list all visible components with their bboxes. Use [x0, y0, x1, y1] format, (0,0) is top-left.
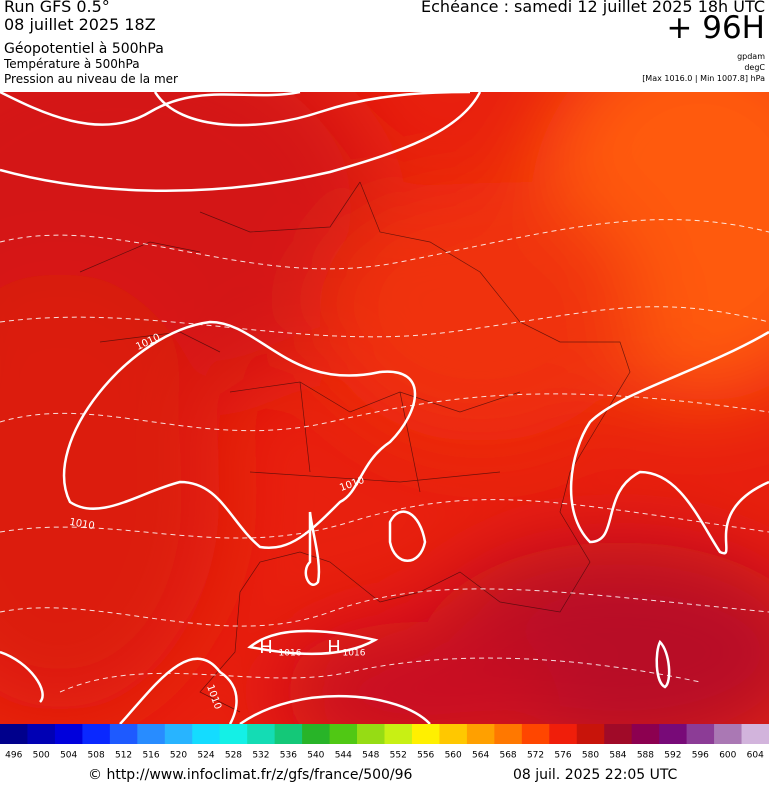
echeance: Echéance : samedi 12 juillet 2025 18h UT… [421, 0, 765, 16]
colorbar-label: 596 [692, 751, 709, 761]
lead-time: + 96H [666, 10, 765, 46]
colorbar-swatch [0, 724, 28, 744]
colorbar-label: 496 [5, 751, 22, 761]
colorbar-label: 576 [554, 751, 571, 761]
colorbar-label: 604 [747, 751, 764, 761]
colorbar-label: 560 [445, 751, 462, 761]
temperature-field [0, 92, 769, 724]
temperature-isolines [0, 219, 769, 693]
contour-label: 1016 [279, 649, 302, 659]
colorbar-swatch [302, 724, 331, 744]
colorbar-swatch [357, 724, 385, 744]
contour-label: H [327, 637, 341, 658]
colorbar-label: 524 [197, 751, 214, 761]
colorbar-swatch [82, 724, 111, 744]
colorbar-swatch [54, 724, 83, 744]
colorbar-label: 504 [60, 751, 77, 761]
colorbar-swatch [247, 724, 276, 744]
colorbar-swatch [659, 724, 688, 744]
colorbar-label: 528 [225, 751, 242, 761]
borders [79, 181, 631, 713]
colorbar-label: 512 [115, 751, 132, 761]
colorbar-label: 536 [280, 751, 297, 761]
colorbar-label: 580 [582, 751, 599, 761]
timestamp: 08 juil. 2025 22:05 UTC [513, 767, 678, 783]
colorbar-swatch [714, 724, 743, 744]
contour-label: 1016 [343, 649, 366, 659]
colorbar-label: 548 [362, 751, 379, 761]
colorbar-label: 544 [335, 751, 352, 761]
colorbar-swatch [137, 724, 166, 744]
colorbar-swatch [192, 724, 221, 744]
colorbar-label: 552 [390, 751, 407, 761]
colorbar-label: 508 [88, 751, 105, 761]
colorbar-swatch [274, 724, 303, 744]
colorbar-label: 568 [499, 751, 516, 761]
colorbar-label: 540 [307, 751, 324, 761]
colorbar-swatch [494, 724, 523, 744]
colorbar-swatch [604, 724, 633, 744]
colorbar: 496 500 504 508 512 516 520 524 528 532 536 540 544 5… [0, 724, 769, 761]
colorbar-swatch [521, 724, 550, 744]
colorbar-label: 572 [527, 751, 544, 761]
colorbar-swatch [329, 724, 358, 744]
contour-label: H [259, 637, 273, 658]
pressure-range: [Max 1016.0 | Min 1007.8] hPa [642, 74, 765, 83]
colorbar-swatch [576, 724, 605, 744]
colorbar-swatch [741, 724, 769, 744]
colorbar-label: 588 [637, 751, 654, 761]
unit: gpdam [737, 52, 765, 61]
colorbar-swatch [411, 724, 440, 744]
colorbar-label: 584 [609, 751, 626, 761]
colorbar-label: 600 [719, 751, 736, 761]
colorbar-swatch [686, 724, 715, 744]
colorbar-label: 592 [664, 751, 681, 761]
field: Température à 500hPa [4, 57, 140, 71]
colorbar-swatch [164, 724, 193, 744]
run: Run GFS 0.5° [4, 0, 110, 16]
source-url: © http://www.infoclimat.fr/z/gfs/france/… [88, 767, 413, 783]
field: Géopotentiel à 500hPa [4, 41, 164, 57]
colorbar-label: 556 [417, 751, 434, 761]
colorbar-label: 520 [170, 751, 187, 761]
pressure-isobars [0, 92, 769, 724]
run-date: 08 juillet 2025 18Z [4, 15, 156, 34]
colorbar-label: 564 [472, 751, 489, 761]
colorbar-label: 532 [252, 751, 269, 761]
contour-label: 1010 [68, 517, 95, 532]
colorbar-swatch [439, 724, 468, 744]
colorbar-swatch [27, 724, 56, 744]
colorbar-swatch [631, 724, 660, 744]
colorbar-swatch [219, 724, 248, 744]
field: Pression au niveau de la mer [4, 72, 178, 86]
colorbar-label: 500 [33, 751, 50, 761]
unit: degC [744, 63, 765, 72]
colorbar-swatch [549, 724, 578, 744]
colorbar-swatch [466, 724, 495, 744]
colorbar-swatch [384, 724, 413, 744]
colorbar-swatch [109, 724, 138, 744]
colorbar-label: 516 [142, 751, 159, 761]
